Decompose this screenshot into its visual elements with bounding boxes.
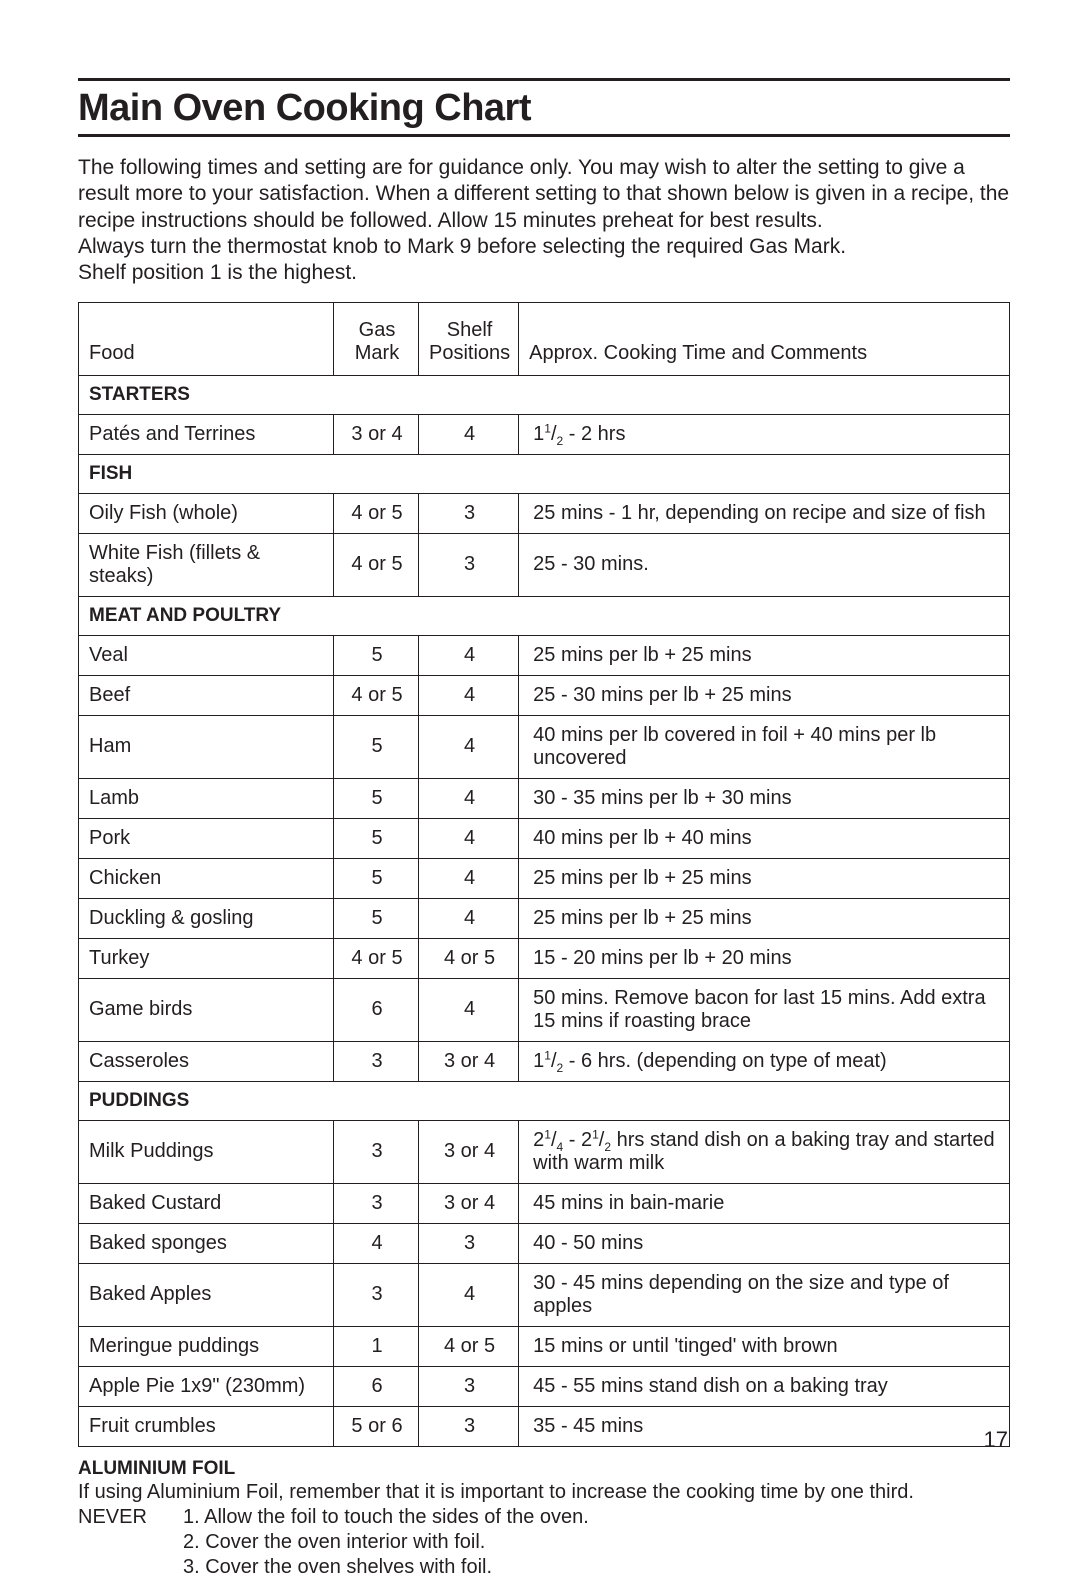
table-row: Ham5440 mins per lb covered in foil + 40… xyxy=(79,715,1010,778)
foil-title: Aluminium Foil xyxy=(78,1457,1010,1481)
intro-p1: The following times and setting are for … xyxy=(78,155,1010,234)
top-rule xyxy=(78,78,1010,81)
table-row: Baked Custard33 or 445 mins in bain-mari… xyxy=(79,1183,1010,1223)
section-fish: Fish xyxy=(79,455,1010,494)
foil-l1: 1. Allow the foil to touch the sides of … xyxy=(183,1505,589,1530)
table-row: Fruit crumbles5 or 6335 - 45 mins xyxy=(79,1406,1010,1446)
table-row: Game birds6450 mins. Remove bacon for la… xyxy=(79,978,1010,1041)
table-row: Apple Pie 1x9" (230mm)6345 - 55 mins sta… xyxy=(79,1366,1010,1406)
table-row: Casseroles33 or 4 11/2 - 6 hrs. (dependi… xyxy=(79,1041,1010,1081)
intro-p3: Shelf position 1 is the highest. xyxy=(78,260,1010,286)
cooking-chart-table: Food Gas Mark Shelf Positions Approx. Co… xyxy=(78,302,1010,1446)
table-row: Baked Apples3430 - 45 mins depending on … xyxy=(79,1263,1010,1326)
table-row: Lamb5430 - 35 mins per lb + 30 mins xyxy=(79,778,1010,818)
table-row: Meringue puddings14 or 515 mins or until… xyxy=(79,1326,1010,1366)
section-puddings: Puddings xyxy=(79,1081,1010,1120)
table-row: Duckling & gosling5425 mins per lb + 25 … xyxy=(79,898,1010,938)
table-row: Pork5440 mins per lb + 40 mins xyxy=(79,818,1010,858)
table-row: Veal5425 mins per lb + 25 mins xyxy=(79,635,1010,675)
table-row: Chicken5425 mins per lb + 25 mins xyxy=(79,858,1010,898)
header-comments: Approx. Cooking Time and Comments xyxy=(519,303,1010,376)
cell-cass-comments: 11/2 - 6 hrs. (depending on type of meat… xyxy=(519,1041,1010,1081)
table-row: Baked sponges4340 - 50 mins xyxy=(79,1223,1010,1263)
foil-never: NEVER xyxy=(78,1505,183,1580)
intro-p2: Always turn the thermostat knob to Mark … xyxy=(78,234,1010,260)
page-title: Main Oven Cooking Chart xyxy=(78,87,1010,130)
aluminium-foil-block: Aluminium Foil If using Aluminium Foil, … xyxy=(78,1457,1010,1580)
header-food: Food xyxy=(79,303,334,376)
section-starters: Starters xyxy=(79,376,1010,415)
cell-milk-comments: 21/4 - 21/2 hrs stand dish on a baking t… xyxy=(519,1120,1010,1183)
section-meat: Meat and Poultry xyxy=(79,596,1010,635)
page-number: 17 xyxy=(984,1427,1008,1453)
header-gas: Gas Mark xyxy=(334,303,419,376)
table-row: Milk Puddings33 or 4 21/4 - 21/2 hrs sta… xyxy=(79,1120,1010,1183)
foil-list: 1. Allow the foil to touch the sides of … xyxy=(183,1505,589,1580)
foil-l2: 2. Cover the oven interior with foil. xyxy=(183,1530,589,1555)
foil-intro: If using Aluminium Foil, remember that i… xyxy=(78,1480,1010,1505)
intro-block: The following times and setting are for … xyxy=(78,155,1010,286)
table-row: White Fish (fillets & steaks)4 or 5325 -… xyxy=(79,533,1010,596)
table-row: Oily Fish (whole)4 or 5325 mins - 1 hr, … xyxy=(79,493,1010,533)
cell-pates-comments: 11/2 - 2 hrs xyxy=(519,415,1010,455)
table-row: Patés and Terrines 3 or 4 4 11/2 - 2 hrs xyxy=(79,415,1010,455)
table-row: Beef4 or 5425 - 30 mins per lb + 25 mins xyxy=(79,675,1010,715)
header-shelf: Shelf Positions xyxy=(419,303,519,376)
foil-l3: 3. Cover the oven shelves with foil. xyxy=(183,1555,589,1580)
table-row: Turkey4 or 54 or 515 - 20 mins per lb + … xyxy=(79,938,1010,978)
table-header-row: Food Gas Mark Shelf Positions Approx. Co… xyxy=(79,303,1010,376)
title-underline xyxy=(78,134,1010,137)
